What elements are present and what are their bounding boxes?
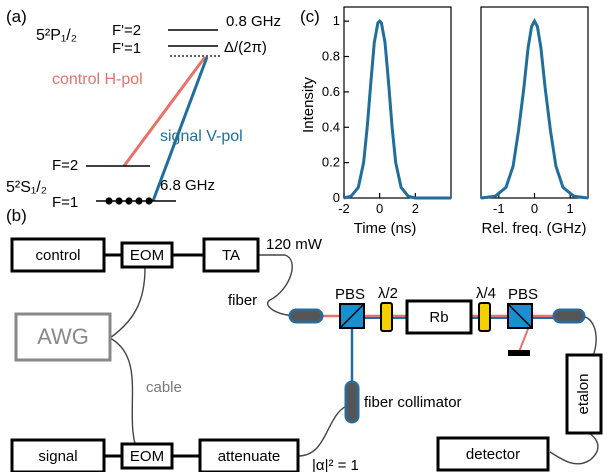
- excited-splitting-label: 0.8 GHz: [226, 13, 281, 30]
- rb-cell: [405, 299, 473, 335]
- x-tick-label: 2: [412, 201, 419, 216]
- chart-frequency: -1 0 1: [480, 6, 589, 216]
- population-dots: [105, 197, 153, 205]
- eom-top-label: EOM: [130, 247, 164, 264]
- f-prime-1-label: F'=1: [112, 40, 141, 57]
- f-prime-2-label: F'=2: [112, 22, 141, 39]
- ground-state-label: 5²S₁/₂: [6, 179, 47, 196]
- rb-cell-label: Rb: [429, 309, 448, 326]
- etalon-label: etalon: [575, 374, 592, 415]
- x-tick-label: 0: [531, 201, 538, 216]
- half-wave-plate: [380, 302, 393, 332]
- y-tick-label: 0: [333, 190, 340, 205]
- cable-awg-top: [109, 267, 146, 339]
- control-laser-label: control: [35, 247, 80, 264]
- awg-label: AWG: [37, 324, 89, 349]
- quarter-wave-label: λ/4: [476, 285, 496, 302]
- y-axis-label: Intensity: [300, 77, 317, 133]
- eom-top-box: [120, 241, 174, 269]
- control-transition-label: control H-pol: [52, 71, 143, 88]
- detector-label: detector: [466, 446, 520, 463]
- fiber-collimator-label: fiber collimator: [364, 394, 462, 411]
- fiber-collimator: [344, 380, 360, 424]
- power-label: 120 mW: [266, 236, 323, 253]
- fiber-attenuator: [297, 403, 353, 457]
- ground-splitting-label: 6.8 GHz: [160, 177, 215, 194]
- panel-a-level-diagram: (a) 5²P₁/₂ F'=2 F'=1 0.8 GHz Δ/(2π) cont…: [6, 7, 281, 211]
- fiber-coupler-output: [552, 308, 586, 324]
- panel-label-b: (b): [6, 206, 27, 225]
- eom-bottom-label: EOM: [130, 448, 164, 465]
- chart-time: -2 0 200.20.40.60.81: [322, 6, 452, 216]
- panel-c-charts: (c) Intensity -2 0 200.20.40.60.81 -1 0 1 Ti…: [300, 6, 589, 237]
- x-tick-label: -1: [493, 201, 505, 216]
- plot-frame: [480, 6, 589, 199]
- panel-label-a: (a): [6, 7, 27, 26]
- x-tick-label: 1: [567, 201, 574, 216]
- fiber-label: fiber: [228, 292, 257, 309]
- f-2-label: F=2: [52, 157, 78, 174]
- control-laser-box: [10, 237, 106, 273]
- y-tick-label: 0.2: [322, 155, 340, 170]
- excited-state-label: 5²P₁/₂: [36, 27, 77, 44]
- mean-photon-label: |α|² = 1: [312, 457, 359, 472]
- panel-label-c: (c): [300, 7, 320, 26]
- signal-transition-label: signal V-pol: [160, 128, 243, 145]
- attenuator-label: attenuate: [218, 448, 281, 465]
- y-tick-label: 0.4: [322, 119, 340, 134]
- tapered-amplifier-box: [202, 237, 260, 273]
- series-line: [343, 18, 451, 200]
- series-line: [480, 17, 589, 200]
- beam-dump: [508, 350, 530, 356]
- pbs-right-label: PBS: [508, 286, 538, 303]
- pbs-left-label: PBS: [335, 286, 365, 303]
- fiber-coupler-input: [288, 308, 324, 324]
- signal-transition: [151, 56, 209, 202]
- x-tick-label: -2: [338, 201, 350, 216]
- fiber-ta-output: [258, 254, 301, 317]
- cable-label: cable: [146, 379, 182, 396]
- cable-awg-bottom: [109, 337, 141, 458]
- half-wave-label: λ/2: [378, 285, 398, 302]
- y-tick-label: 1: [333, 13, 340, 28]
- x-axis-label-time: Time (ns): [354, 220, 417, 237]
- signal-laser-label: signal: [38, 448, 77, 465]
- awg-box: [14, 312, 112, 362]
- panel-b-setup: (b) control EOM TA 120 mW fiber AWG cabl…: [6, 206, 603, 472]
- fiber-to-detector: [549, 429, 599, 465]
- signal-laser-box: [10, 438, 106, 472]
- detuning-label: Δ/(2π): [224, 39, 267, 56]
- f-1-label: F=1: [52, 194, 78, 211]
- detector-box: [436, 436, 550, 472]
- etalon-box: [565, 353, 603, 435]
- x-axis-label-frequency: Rel. freq. (GHz): [481, 220, 586, 237]
- plot-frame: [343, 6, 452, 199]
- x-tick-label: 0: [376, 201, 383, 216]
- control-transition: [122, 56, 207, 167]
- attenuator-box: [198, 438, 300, 472]
- y-tick-label: 0.6: [322, 84, 340, 99]
- quarter-wave-plate: [478, 302, 491, 332]
- y-tick-label: 0.8: [322, 49, 340, 64]
- tapered-amplifier-label: TA: [222, 247, 240, 264]
